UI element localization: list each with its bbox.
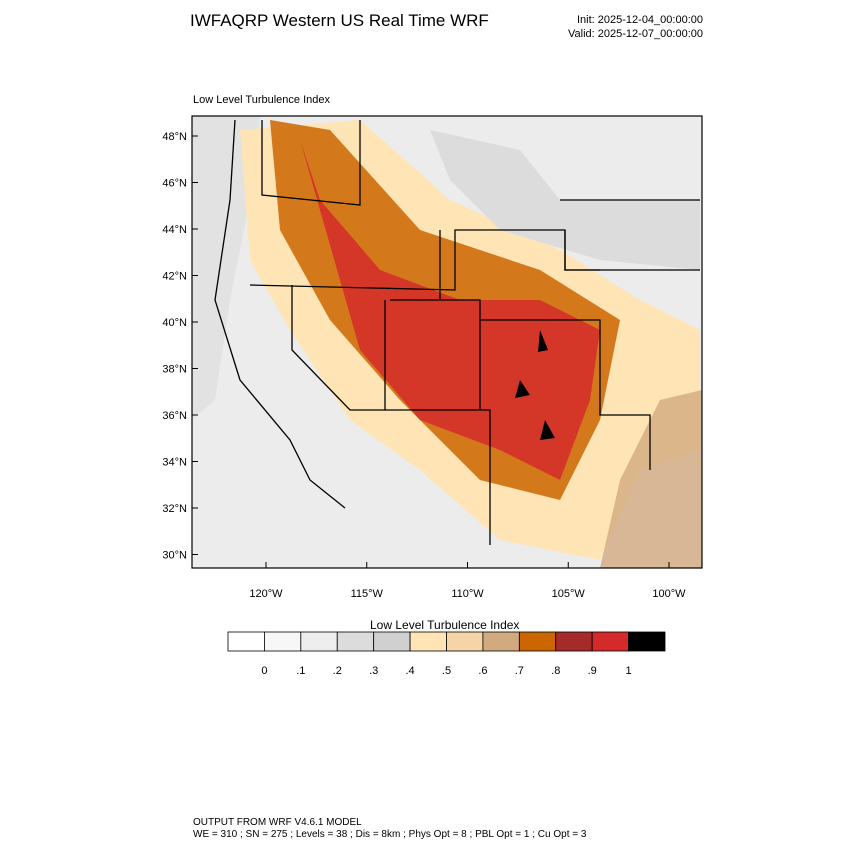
- colorbar-box: [300, 631, 338, 652]
- lat-label: 44°N: [162, 224, 187, 236]
- colorbar-label: .8: [551, 665, 560, 677]
- lat-label: 46°N: [162, 178, 187, 190]
- colorbar-label: .1: [296, 665, 305, 677]
- colorbar-label: 1: [626, 665, 632, 677]
- lat-label: 36°N: [162, 410, 187, 422]
- lon-label: 115°W: [351, 588, 384, 600]
- colorbar-title: Low Level Turbulence Index: [370, 618, 519, 632]
- colorbar-label: .4: [405, 665, 414, 677]
- colorbar-box: [628, 631, 666, 652]
- colorbar-box: [591, 631, 629, 652]
- colorbar-label: .9: [588, 665, 597, 677]
- colorbar-label: .2: [333, 665, 342, 677]
- lat-label: 30°N: [162, 550, 187, 562]
- colorbar-box: [482, 631, 520, 652]
- lon-label: 100°W: [652, 588, 686, 600]
- footer-line: WE = 310 ; SN = 275 ; Levels = 38 ; Dis …: [193, 829, 587, 840]
- colorbar-box: [227, 631, 265, 652]
- lat-label: 34°N: [162, 457, 187, 469]
- map-field: [191, 115, 703, 569]
- colorbar-box: [373, 631, 411, 652]
- colorbar-box: [409, 631, 447, 652]
- map-subtitle: Low Level Turbulence Index: [193, 94, 330, 106]
- colorbar-box: [555, 631, 593, 652]
- colorbar-box: [264, 631, 302, 652]
- lat-label: 40°N: [162, 317, 187, 329]
- lon-label: 105°W: [552, 588, 586, 600]
- valid-time: Valid: 2025-12-07_00:00:00: [568, 28, 703, 40]
- colorbar-label: .7: [515, 665, 524, 677]
- lon-label: 120°W: [249, 588, 283, 600]
- colorbar-box: [446, 631, 484, 652]
- footer-line: OUTPUT FROM WRF V4.6.1 MODEL: [193, 817, 362, 828]
- lon-label: 110°W: [451, 588, 484, 600]
- colorbar-label: .6: [478, 665, 487, 677]
- lat-label: 42°N: [162, 271, 187, 283]
- title: IWFAQRP Western US Real Time WRF: [190, 11, 489, 30]
- colorbar-label: .3: [369, 665, 378, 677]
- colorbar-label: .5: [442, 665, 451, 677]
- colorbar-label: 0: [261, 665, 267, 677]
- lat-label: 32°N: [162, 503, 187, 515]
- colorbar-box: [518, 631, 557, 652]
- colorbar-box: [336, 631, 375, 652]
- lat-label: 38°N: [162, 364, 187, 376]
- lat-label: 48°N: [162, 131, 187, 143]
- init-time: Init: 2025-12-04_00:00:00: [577, 14, 703, 26]
